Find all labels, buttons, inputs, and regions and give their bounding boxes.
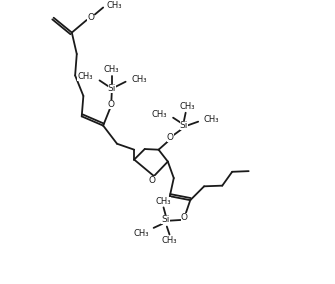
Text: O: O [166,133,174,142]
Text: CH₃: CH₃ [133,229,149,238]
Text: CH₃: CH₃ [152,110,168,119]
Text: O: O [108,100,115,109]
Text: O: O [87,13,94,22]
Text: Si: Si [108,84,116,93]
Text: CH₃: CH₃ [180,102,195,111]
Text: CH₃: CH₃ [77,72,93,81]
Text: CH₃: CH₃ [107,1,122,10]
Text: CH₃: CH₃ [104,65,120,74]
Text: O: O [181,213,188,222]
Text: CH₃: CH₃ [156,197,171,206]
Text: CH₃: CH₃ [162,236,177,245]
Text: CH₃: CH₃ [132,75,147,84]
Text: O: O [149,176,156,185]
Text: Si: Si [180,121,188,130]
Text: CH₃: CH₃ [203,116,219,124]
Text: Si: Si [161,215,170,224]
